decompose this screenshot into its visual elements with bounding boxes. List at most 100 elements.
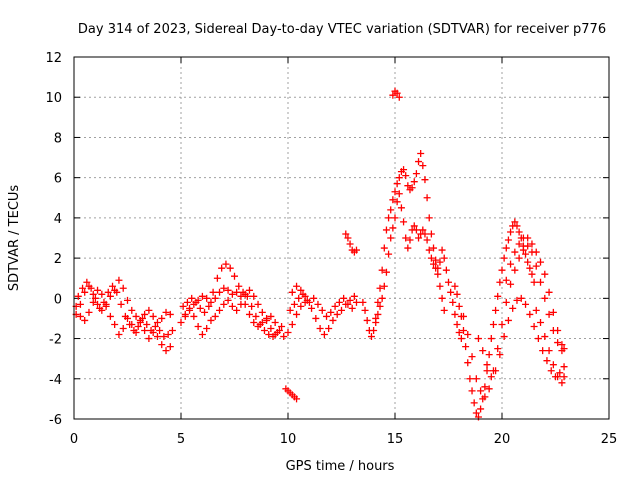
- data-point: [119, 284, 127, 292]
- data-point: [522, 250, 530, 258]
- data-point: [145, 306, 153, 314]
- data-point: [487, 335, 495, 343]
- data-point: [89, 290, 97, 298]
- data-point: [507, 280, 515, 288]
- data-point: [524, 258, 532, 266]
- data-point: [128, 306, 136, 314]
- data-point: [417, 150, 425, 158]
- data-point: [545, 347, 553, 355]
- data-point: [335, 298, 343, 306]
- data-point: [372, 318, 380, 326]
- data-point: [346, 296, 354, 304]
- data-point: [164, 331, 172, 339]
- data-point: [532, 262, 540, 270]
- data-point: [231, 272, 238, 280]
- data-point: [359, 298, 367, 306]
- data-point: [507, 228, 515, 236]
- data-point: [280, 333, 288, 341]
- data-point: [207, 316, 215, 324]
- data-point: [395, 174, 403, 182]
- data-point: [530, 278, 538, 286]
- data-point: [412, 226, 420, 234]
- data-point: [130, 327, 138, 335]
- data-point: [387, 234, 395, 242]
- data-point: [537, 318, 545, 326]
- data-point: [539, 347, 547, 355]
- series-segment-peak-15: [389, 87, 403, 101]
- data-point: [393, 198, 401, 206]
- data-point: [380, 282, 388, 290]
- data-point: [466, 375, 474, 383]
- data-point: [513, 222, 521, 230]
- data-point: [511, 218, 519, 226]
- data-point: [485, 385, 493, 393]
- data-point: [462, 343, 470, 351]
- data-point: [468, 353, 476, 361]
- data-point: [143, 320, 151, 328]
- data-point: [489, 320, 497, 328]
- data-point: [348, 304, 356, 312]
- data-point: [532, 248, 540, 256]
- data-point: [344, 234, 352, 242]
- series-track-j: [374, 150, 465, 343]
- data-point: [541, 333, 549, 341]
- data-point: [297, 286, 305, 294]
- data-point: [151, 322, 159, 330]
- data-point: [295, 294, 303, 302]
- data-point: [554, 327, 562, 335]
- data-point: [367, 333, 375, 341]
- data-point: [109, 282, 117, 290]
- data-point: [436, 258, 444, 266]
- data-point: [487, 373, 495, 381]
- data-point: [545, 310, 553, 318]
- data-point: [228, 302, 236, 310]
- data-point: [560, 363, 568, 371]
- data-point: [250, 318, 258, 326]
- x-tick-label: 0: [70, 432, 78, 447]
- y-tick-label: 2: [54, 252, 62, 267]
- data-point: [245, 286, 253, 294]
- data-point: [374, 310, 382, 318]
- data-point: [203, 325, 211, 332]
- data-point: [522, 300, 530, 308]
- data-point: [286, 306, 294, 314]
- data-point: [162, 347, 170, 355]
- data-point: [98, 290, 106, 298]
- data-point: [198, 331, 206, 339]
- data-point: [290, 300, 298, 308]
- data-point: [124, 296, 131, 304]
- data-point: [504, 316, 512, 324]
- data-point: [318, 306, 326, 314]
- data-point: [224, 286, 232, 294]
- data-point: [376, 302, 384, 310]
- data-point: [498, 266, 506, 274]
- data-point: [346, 240, 354, 248]
- data-point: [138, 314, 146, 322]
- data-point: [455, 302, 463, 310]
- y-tick-label: 4: [54, 212, 62, 227]
- data-point: [427, 254, 435, 262]
- data-point: [404, 182, 412, 190]
- data-point: [209, 288, 217, 296]
- data-point: [545, 288, 553, 296]
- data-point: [166, 343, 174, 351]
- data-point: [464, 359, 472, 367]
- data-point: [106, 312, 114, 320]
- data-point: [141, 310, 149, 318]
- data-point: [393, 89, 401, 97]
- data-point: [149, 312, 157, 320]
- data-point: [438, 246, 446, 254]
- data-point: [222, 260, 230, 268]
- data-point: [494, 292, 502, 300]
- data-point: [363, 316, 371, 324]
- data-point: [361, 306, 369, 314]
- data-point: [440, 306, 448, 314]
- data-point: [483, 367, 491, 375]
- data-point: [425, 246, 433, 254]
- data-point: [519, 246, 527, 254]
- data-point: [410, 178, 418, 186]
- data-point: [470, 399, 478, 407]
- data-point: [160, 333, 168, 341]
- data-point: [528, 270, 536, 278]
- data-point: [316, 325, 324, 332]
